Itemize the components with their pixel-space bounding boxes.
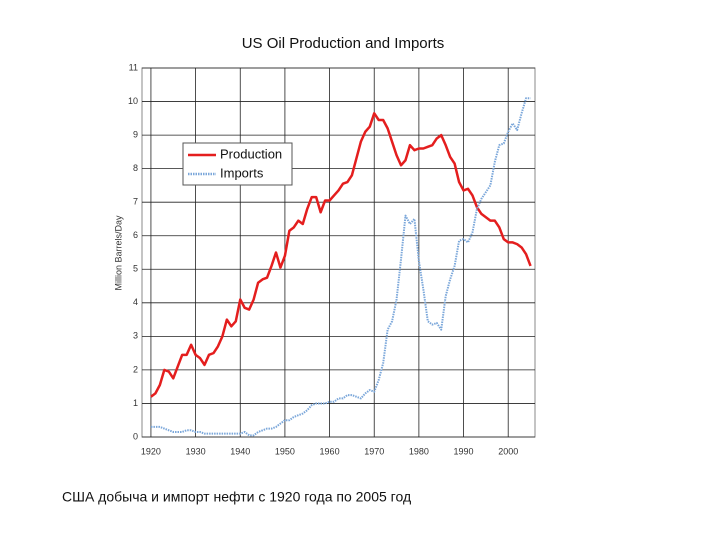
y-tick-label: 7 (133, 197, 138, 207)
y-axis-label: Million Barrels/Day (113, 215, 123, 291)
x-tick-label: 1940 (230, 446, 250, 456)
x-tick-label: 1970 (364, 446, 384, 456)
legend-box (182, 142, 293, 186)
x-tick-label: 2000 (498, 446, 518, 456)
x-tick-label: 1980 (409, 446, 429, 456)
plot-area (141, 67, 536, 438)
x-tick-label: 1990 (454, 446, 474, 456)
y-tick-label: 6 (133, 230, 138, 240)
y-tick-label: 2 (133, 364, 138, 374)
caption: США добыча и импорт нефти с 1920 года по… (62, 489, 411, 505)
y-tick-label: 11 (129, 62, 138, 72)
y-tick-label: 0 (133, 431, 138, 441)
legend-label: Imports (220, 165, 264, 180)
x-tick-label: 1920 (141, 446, 161, 456)
legend-label: Production (220, 146, 282, 161)
y-tick-label: 10 (128, 96, 138, 106)
x-tick-label: 1960 (320, 446, 340, 456)
y-tick-label: 8 (133, 163, 138, 173)
series-line (150, 97, 531, 437)
y-tick-label: 9 (133, 129, 138, 139)
series-line (150, 112, 532, 398)
x-tick-label: 1930 (186, 446, 206, 456)
x-tick-label: 1950 (275, 446, 295, 456)
y-tick-label: 3 (133, 331, 138, 341)
y-tick-label: 4 (133, 297, 138, 307)
chart-title: US Oil Production and Imports (242, 35, 445, 52)
y-tick-label: 1 (133, 398, 138, 408)
y-tick-label: 5 (133, 264, 138, 274)
